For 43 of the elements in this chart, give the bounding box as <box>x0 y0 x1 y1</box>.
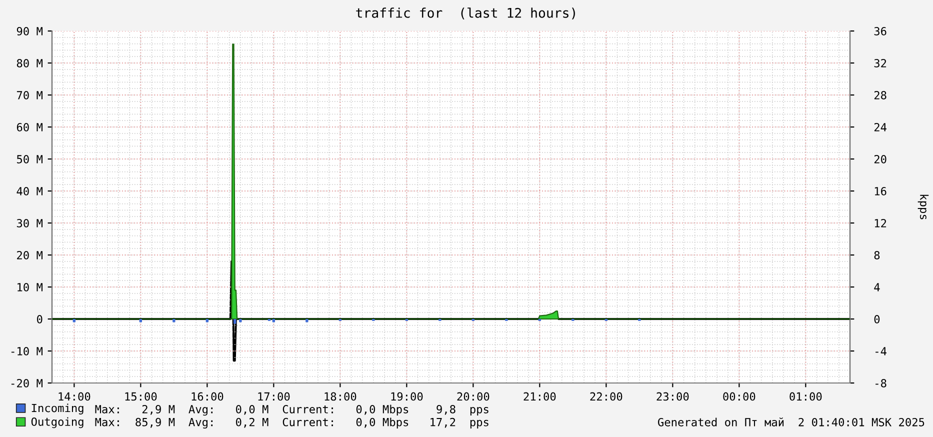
y2-tick-label: 8 <box>874 251 880 260</box>
y2-tick-label: 0 <box>874 315 880 324</box>
y-tick-label: 80 M <box>16 59 42 68</box>
legend-label: Incoming <box>32 404 84 414</box>
y-tick-label: 50 M <box>16 155 42 164</box>
y2-axis-title: kpps <box>918 194 929 220</box>
x-tick-label: 17:00 <box>258 392 290 401</box>
y-tick-label: 30 M <box>16 219 42 228</box>
y-tick-label: 40 M <box>16 187 42 196</box>
x-tick-label: 15:00 <box>125 392 157 401</box>
y-tick-label: 0 <box>37 315 42 324</box>
text: Generated on Пт май 2 01:40:01 MSK 2025 <box>658 417 924 426</box>
y-tick-label: 10 M <box>18 283 42 292</box>
y-tick-label: 90 M <box>16 27 42 36</box>
x-tick-label: 14:00 <box>58 392 90 401</box>
y2-tick-label: 28 <box>874 91 886 100</box>
y2-tick-label: -8 <box>876 379 886 388</box>
y-tick-label: -10 M <box>11 347 42 356</box>
y-tick-label: 60 M <box>16 123 42 132</box>
x-tick-label: 22:00 <box>590 392 622 401</box>
x-tick-label: 23:00 <box>656 392 689 401</box>
x-tick-label: 21:00 <box>524 392 556 401</box>
x-tick-label: 00:00 <box>723 392 756 401</box>
y2-tick-label: 16 <box>874 187 886 196</box>
y2-tick-label: 36 <box>874 27 886 36</box>
x-tick-label: 16:00 <box>192 392 224 401</box>
chart-title: traffic for (last 12 hours) <box>356 8 575 20</box>
y-tick-label: 20 M <box>17 251 42 260</box>
legend-label: Outgoing <box>31 417 84 428</box>
text: Max: 85,9 M Avg: 0,2 M Current: 0,0 Mbps 17,2 pps <box>95 418 488 429</box>
y2-tick-label: 24 <box>874 123 886 132</box>
text: Max: 2,9 M Avg: 0,0 M Current: 0,0 Mbps 9,8 pps <box>95 404 488 416</box>
x-tick-label: 18:00 <box>324 392 356 401</box>
y-tick-label: -20 M <box>11 379 42 388</box>
y2-tick-label: 20 <box>874 155 886 164</box>
x-tick-label: 01:00 <box>790 392 822 401</box>
y2-tick-label: -4 <box>876 347 886 356</box>
y2-tick-label: 12 <box>874 219 886 228</box>
y-tick-label: 70 M <box>16 91 42 100</box>
x-tick-label: 19:00 <box>391 392 423 401</box>
y2-tick-label: 4 <box>874 283 880 292</box>
x-tick-label: 20:00 <box>457 392 490 401</box>
y2-tick-label: 32 <box>874 59 886 68</box>
